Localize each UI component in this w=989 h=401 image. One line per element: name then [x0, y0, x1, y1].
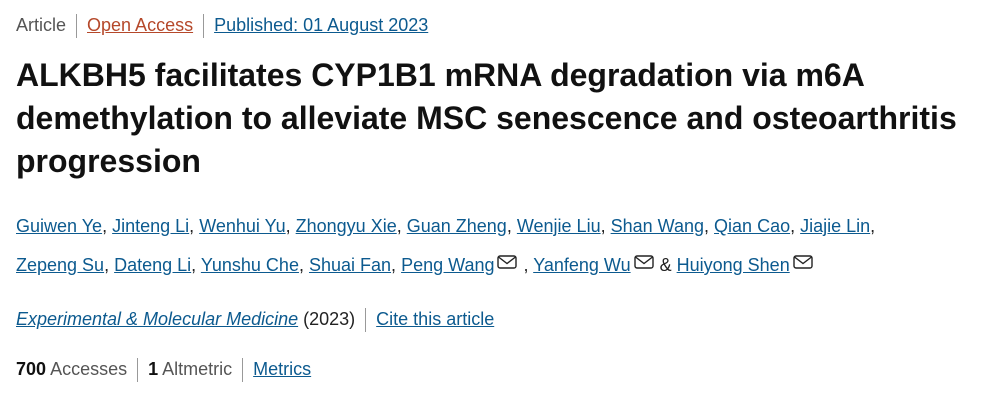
published-date[interactable]: Published: 01 August 2023	[214, 14, 429, 35]
separator	[137, 358, 139, 382]
separator-text: ,	[600, 216, 606, 236]
altmetric-count: 1	[148, 358, 159, 379]
author-link[interactable]: Wenjie Liu	[516, 216, 601, 236]
author: Huiyong Shen	[677, 255, 813, 275]
separator-text: ,	[523, 255, 529, 275]
author: Zepeng Su,	[16, 255, 109, 275]
separator-text: &	[659, 255, 672, 275]
author: Wenhui Yu,	[199, 216, 290, 236]
author: Jiajie Lin,	[800, 216, 875, 236]
author-link[interactable]: Guiwen Ye	[16, 216, 103, 236]
author: Guan Zheng,	[407, 216, 512, 236]
altmetric-label: Altmetric	[162, 358, 233, 379]
author-list: Guiwen Ye, Jinteng Li, Wenhui Yu, Zhongy…	[16, 207, 956, 285]
author-link[interactable]: Huiyong Shen	[676, 255, 790, 275]
author-link[interactable]: Wenhui Yu	[199, 216, 286, 236]
author-link[interactable]: Peng Wang	[401, 255, 495, 275]
author-link[interactable]: Jiajie Lin	[800, 216, 871, 236]
email-icon[interactable]	[497, 255, 518, 269]
separator	[203, 14, 205, 38]
author-link[interactable]: Yunshu Che	[200, 255, 299, 275]
author-link[interactable]: Yanfeng Wu	[533, 255, 631, 275]
separator-text: ,	[396, 216, 402, 236]
separator-text: ,	[102, 216, 108, 236]
author-link[interactable]: Guan Zheng	[406, 216, 507, 236]
author: Yanfeng Wu &	[533, 255, 671, 275]
author: Dateng Li,	[114, 255, 196, 275]
journal-link[interactable]: Experimental & Molecular Medicine	[16, 308, 299, 329]
author: Guiwen Ye,	[16, 216, 107, 236]
metrics-link[interactable]: Metrics	[253, 358, 312, 379]
author: Jinteng Li,	[112, 216, 194, 236]
cite-link[interactable]: Cite this article	[376, 308, 495, 329]
article-type: Article	[16, 14, 67, 35]
year: (2023)	[303, 308, 356, 329]
article-header: Article Open Access Published: 01 August 2…	[16, 14, 428, 38]
author-link[interactable]: Zhongyu Xie	[295, 216, 397, 236]
separator	[242, 358, 244, 382]
author-link[interactable]: Zepeng Su	[16, 255, 105, 275]
email-icon[interactable]	[793, 255, 813, 269]
separator-text: ,	[391, 255, 397, 275]
citation: Experimental & Molecular Medicine (2023)…	[16, 308, 494, 332]
separator-text: ,	[104, 255, 110, 275]
separator-text: ,	[191, 255, 197, 275]
author-link[interactable]: Qian Cao	[714, 216, 791, 236]
separator-text: ,	[285, 216, 291, 236]
accesses-label: Accesses	[50, 358, 128, 379]
separator	[76, 14, 78, 38]
author-link[interactable]: Shan Wang	[610, 216, 705, 236]
author-link[interactable]: Dateng Li	[114, 255, 192, 275]
author-link[interactable]: Jinteng Li	[112, 216, 190, 236]
author: Zhongyu Xie,	[296, 216, 402, 236]
author: Shan Wang,	[611, 216, 709, 236]
author: Qian Cao,	[714, 216, 795, 236]
metrics: 700 Accesses 1 Altmetric Metrics	[16, 358, 311, 382]
author-link[interactable]: Shuai Fan	[308, 255, 392, 275]
author: Shuai Fan,	[309, 255, 396, 275]
separator-text: ,	[870, 216, 876, 236]
author: Wenjie Liu,	[517, 216, 606, 236]
separator-text: ,	[790, 216, 796, 236]
separator	[365, 308, 367, 332]
author: Peng Wang,	[401, 255, 528, 275]
open-access-link[interactable]: Open Access	[87, 14, 194, 35]
article-title: ALKBH5 facilitates CYP1B1 mRNA degradati…	[16, 57, 957, 179]
author: Yunshu Che,	[201, 255, 304, 275]
email-icon[interactable]	[633, 255, 654, 269]
separator-text: ,	[298, 255, 304, 275]
separator-text: ,	[704, 216, 710, 236]
accesses-count: 700	[16, 358, 47, 379]
separator-text: ,	[506, 216, 512, 236]
separator-text: ,	[189, 216, 195, 236]
